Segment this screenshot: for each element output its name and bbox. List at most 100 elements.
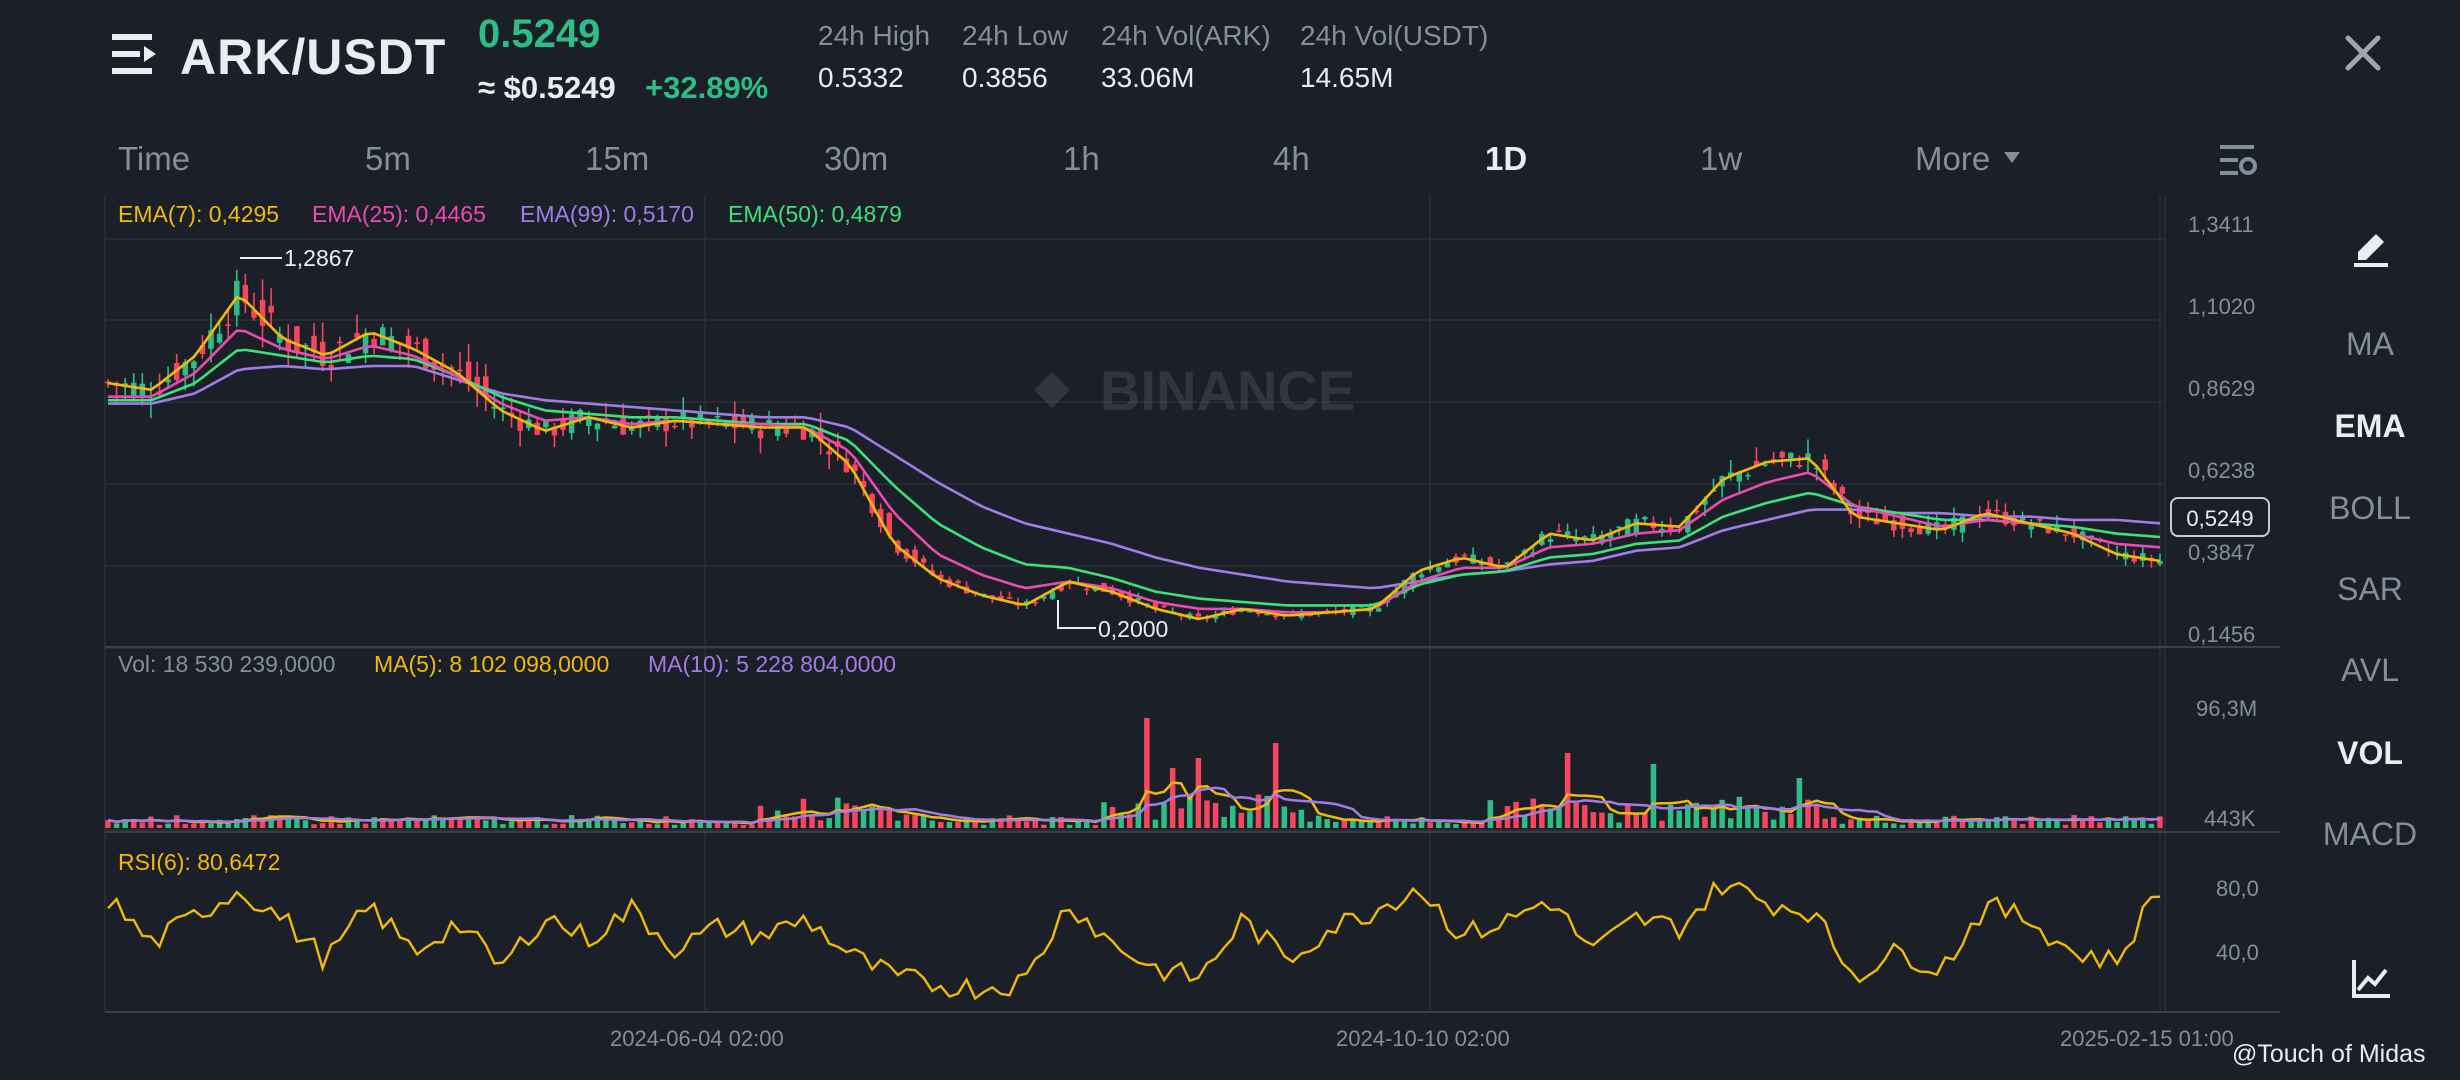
volume-bar [500,824,506,828]
candle-body [491,406,498,409]
candle-body [1667,524,1674,531]
volume-bar [379,818,386,828]
candle-body [843,458,850,473]
volume-bar [1195,758,1202,828]
candle-body [680,410,686,418]
volume-bar [912,815,918,828]
volume-bar [1934,822,1940,828]
volume-bar [877,809,884,828]
volume-bar [1873,815,1880,828]
volume-bar [1204,800,1210,828]
volume-bar [817,820,824,828]
volume-bar [1058,816,1064,828]
tool-ma[interactable]: MA [2346,326,2394,362]
price-axis-label: 0,3847 [2188,540,2255,565]
volume-bar [388,820,395,828]
candle-body [1702,499,1708,505]
volume-bar [1796,778,1803,828]
candle-body [216,333,223,343]
last-price: 0.5249 [478,12,601,56]
candle-body [1830,482,1837,490]
candlestick-chart[interactable]: BINANCE EMA(7): 0,4295 EMA(25): 0,4465 E… [0,190,2300,1080]
volume-bar [886,809,893,828]
volume-bar [723,823,729,828]
legend-ema99: EMA(99): 0,5170 [520,201,694,227]
volume-bar [1444,823,1451,828]
candle-body [671,425,678,428]
volume-bar [998,818,1004,828]
candle-body [955,580,961,584]
volume-bar [1556,808,1562,828]
volume-bar [895,820,901,828]
volume-bar [268,815,274,828]
candle-body [912,549,918,563]
volume-bar [1547,808,1554,828]
tool-ema[interactable]: EMA [2334,408,2406,444]
volume-bar [706,821,712,828]
tab-4h[interactable]: 4h [1273,140,1310,177]
candle-body [1556,530,1562,532]
candle-body [1255,612,1262,615]
tab-1h[interactable]: 1h [1063,140,1100,177]
volume-bar [371,817,377,828]
candle-body [1212,614,1219,619]
candle-body [1642,516,1648,520]
tool-macd[interactable]: MACD [2322,816,2418,852]
volume-bar [1032,820,1039,828]
chart-type-icon[interactable] [2350,958,2392,1000]
tab-15m[interactable]: 15m [585,140,650,177]
candle-body [259,300,266,326]
low-marker-line [1057,600,1096,629]
candle-body [1762,464,1768,466]
volume-bar [491,817,498,828]
legend-vol-ma5: MA(5): 8 102 098,0000 [374,651,609,677]
tab-more[interactable]: More [1915,140,1991,177]
candle-body [337,341,343,344]
tool-sar[interactable]: SAR [2337,571,2403,607]
volume-bar [208,823,214,828]
volume-bar [757,805,764,828]
volume-bar [1521,815,1528,828]
tab-1w[interactable]: 1w [1700,140,1743,177]
chevron-down-icon[interactable] [2004,152,2020,164]
volume-bar [1315,815,1322,828]
volume-bar [319,823,326,828]
tab-1d[interactable]: 1D [1485,140,1528,177]
candle-body [1822,459,1828,471]
volume-bar [2071,815,2077,828]
volume-bar [311,824,317,828]
volume-bar [577,818,583,828]
candle-body [371,338,377,348]
volume-bar [732,820,738,828]
volume-bar [2097,822,2103,828]
tool-boll[interactable]: BOLL [2329,490,2411,526]
volume-bar [294,818,300,828]
chart-settings-icon[interactable] [2218,142,2258,178]
volume-bar [1212,802,1219,828]
tab-30m[interactable]: 30m [824,140,889,177]
rsi-axis-label: 40,0 [2216,940,2259,965]
volume-bar [414,820,420,828]
volume-bar [1616,822,1622,828]
volume-bar [191,823,197,828]
candle-body [577,409,583,421]
tool-vol[interactable]: VOL [2337,735,2403,771]
tool-avl[interactable]: AVL [2340,652,2400,688]
menu-icon[interactable] [112,32,160,76]
close-icon[interactable] [2340,30,2386,76]
volume-bar [1255,794,1262,828]
stat-24h-vol-usdt-value: 14.65M [1300,62,1394,93]
tab-time[interactable]: Time [118,140,191,177]
volume-bar [1685,804,1691,828]
volume-bar [1350,820,1356,828]
volume-bar [2079,820,2086,828]
tab-5m[interactable]: 5m [365,140,411,177]
volume-bar [1573,802,1579,828]
candle-body [1041,596,1047,599]
volume-bar [1470,823,1476,828]
candle-body [474,376,480,391]
pair-title[interactable]: ARK/USDT [180,29,447,85]
draw-tool-icon[interactable] [2350,226,2392,268]
candle-body [766,419,772,425]
price-change-percent: +32.89% [645,70,769,105]
